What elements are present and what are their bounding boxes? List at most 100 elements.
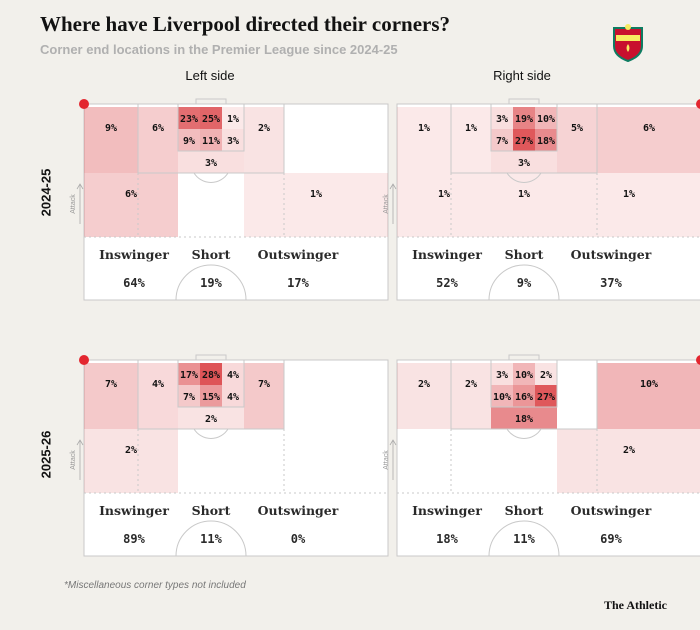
goal (508, 98, 540, 105)
cell-value-six_centre: 28% (202, 370, 220, 381)
penalty-arc (193, 172, 229, 183)
heat-cell-near_box (557, 107, 597, 173)
corner-spot (696, 99, 700, 109)
cell-value-penalty_spot: 18% (515, 414, 533, 425)
heat-cell-mid_centre (200, 129, 222, 151)
cell-value-mid_far_post: 10% (493, 392, 511, 403)
attack-label: Attack (383, 194, 390, 214)
heat-cell-near_box (138, 107, 178, 173)
heat-cell-wide_near (597, 107, 700, 173)
goal (195, 354, 227, 361)
cell-value-wide_near: 10% (640, 379, 658, 390)
cell-value-six_near_post: 10% (537, 114, 555, 125)
cell-value-deep_near: 1% (623, 189, 635, 200)
type-label-inswinger: Inswinger (99, 247, 169, 262)
heat-cell-deep_near (84, 429, 178, 493)
heat-cell-six_centre (200, 363, 222, 385)
centre-circle-arc (488, 264, 560, 301)
column-header-right: Right side (493, 68, 551, 83)
heat-cell-far_box (244, 107, 284, 173)
heat-cell-mid_centre (513, 129, 535, 151)
cell-value-far_box: 2% (465, 379, 477, 390)
goal (508, 354, 540, 361)
heat-cell-far_box (451, 363, 491, 429)
attack-arrow-head (389, 439, 397, 446)
attack-arrow-head (389, 183, 397, 190)
cell-value-mid_centre: 27% (515, 136, 533, 147)
type-value-outswinger: 0% (291, 532, 306, 546)
penalty-arc (193, 428, 229, 439)
cell-value-six_far_post: 3% (496, 114, 508, 125)
type-label-short: Short (192, 503, 231, 518)
heat-cell-deep_near (557, 173, 700, 237)
heat-cell-deep_near (557, 429, 700, 493)
heat-cell-six_centre (200, 107, 222, 129)
cell-value-wide_near: 7% (105, 379, 117, 390)
type-label-short: Short (505, 247, 544, 262)
cell-value-wide_near: 6% (643, 123, 655, 134)
heat-cell-deep_centre (491, 173, 557, 237)
cell-value-deep_near: 2% (125, 445, 137, 456)
footnote: *Miscellaneous corner types not included (64, 580, 246, 591)
cell-value-mid_centre: 11% (202, 136, 220, 147)
heat-cell-wide_near (597, 363, 700, 429)
heat-cell-six_far_post (222, 107, 244, 129)
type-label-short: Short (505, 503, 544, 518)
heat-cell-penalty_spot (178, 151, 244, 173)
type-value-short: 19% (200, 276, 222, 290)
cell-value-six_near_post: 23% (180, 114, 198, 125)
cell-value-mid_near_post: 9% (183, 136, 195, 147)
cell-value-far_box: 7% (258, 379, 270, 390)
cell-value-mid_near_post: 27% (537, 392, 555, 403)
cell-value-near_box: 4% (152, 379, 164, 390)
type-value-outswinger: 17% (287, 276, 309, 290)
heat-cell-deep_near (84, 173, 178, 237)
cell-value-six_centre: 10% (515, 370, 533, 381)
centre-circle-arc (175, 520, 247, 557)
penalty-arc (506, 172, 542, 183)
heat-cell-six_far_post (222, 363, 244, 385)
cell-value-deep_far: 1% (310, 189, 322, 200)
type-value-outswinger: 37% (600, 276, 622, 290)
heat-cell-mid_near_post (178, 385, 200, 407)
heat-cell-mid_far_post (222, 129, 244, 151)
heat-cell-far_wide (397, 363, 451, 429)
type-label-outswinger: Outswinger (571, 247, 652, 262)
heat-cell-six_near_post (535, 107, 557, 129)
type-value-short: 11% (200, 532, 222, 546)
type-label-inswinger: Inswinger (412, 503, 482, 518)
cell-value-deep_centre: 1% (518, 189, 530, 200)
attack-arrow-head (76, 183, 84, 190)
type-label-outswinger: Outswinger (571, 503, 652, 518)
heat-cell-six_far_post (491, 363, 513, 385)
cell-value-far_wide: 1% (418, 123, 430, 134)
attack-label: Attack (383, 450, 390, 470)
type-label-outswinger: Outswinger (258, 247, 339, 262)
cell-value-mid_centre: 16% (515, 392, 533, 403)
cell-value-six_far_post: 4% (227, 370, 239, 381)
cell-value-six_far_post: 1% (227, 114, 239, 125)
cell-value-six_near_post: 17% (180, 370, 198, 381)
cell-value-wide_near: 9% (105, 123, 117, 134)
heat-cell-near_box (138, 363, 178, 429)
heat-cell-far_box (451, 107, 491, 173)
penalty-arc (506, 428, 542, 439)
cell-value-penalty_spot: 3% (205, 158, 217, 169)
cell-value-far_box: 2% (258, 123, 270, 134)
cell-value-mid_centre: 15% (202, 392, 220, 403)
heat-cell-far_box (244, 363, 284, 429)
type-label-inswinger: Inswinger (99, 503, 169, 518)
type-value-inswinger: 89% (123, 532, 145, 546)
cell-value-mid_far_post: 4% (227, 392, 239, 403)
type-value-outswinger: 69% (600, 532, 622, 546)
heat-cell-deep_far (397, 173, 491, 237)
type-value-inswinger: 18% (436, 532, 458, 546)
page-title: Where have Liverpool directed their corn… (40, 12, 451, 36)
attack-label: Attack (70, 194, 77, 214)
cell-value-deep_near: 2% (623, 445, 635, 456)
cell-value-penalty_spot: 3% (518, 158, 530, 169)
cell-value-mid_near_post: 18% (537, 136, 555, 147)
type-value-short: 9% (517, 276, 532, 290)
cell-value-deep_far: 1% (438, 189, 450, 200)
heat-cell-mid_far_post (222, 385, 244, 407)
